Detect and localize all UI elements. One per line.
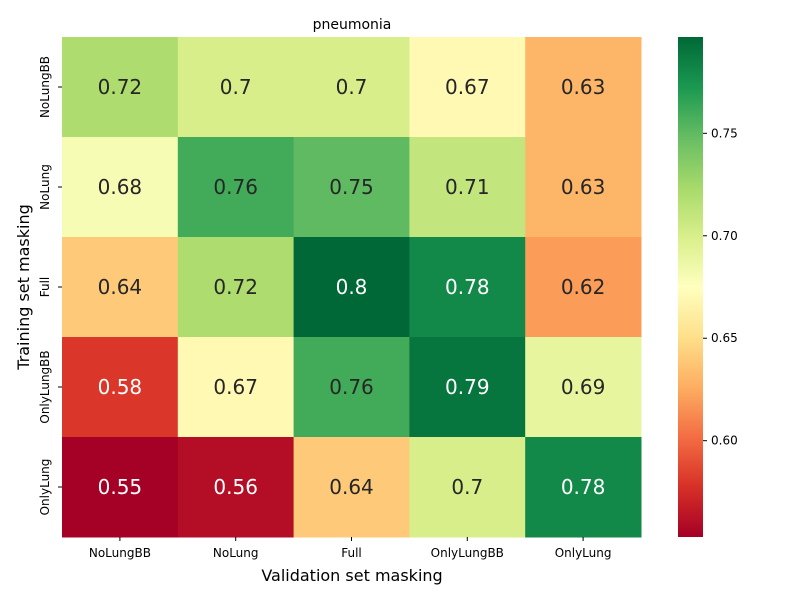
cell-value-label: 0.72 xyxy=(213,275,258,299)
cell-value-label: 0.78 xyxy=(445,275,490,299)
y-tick-label: NoLungBB xyxy=(38,56,52,118)
colorbar-tick-label: 0.65 xyxy=(711,331,738,345)
colorbar-ticks: 0.60 0.65 0.70 0.75 xyxy=(703,126,738,448)
y-tick-label: NoLung xyxy=(38,164,52,210)
heatmap-cell xyxy=(409,337,526,438)
cell-value-label: 0.67 xyxy=(445,75,490,99)
heatmap-cell xyxy=(409,437,526,538)
heatmap-cell xyxy=(409,37,526,138)
colorbar xyxy=(678,37,703,537)
cell-value-label: 0.7 xyxy=(451,475,483,499)
cell-value-label: 0.63 xyxy=(561,175,606,199)
y-tick-label: OnlyLungBB xyxy=(38,350,52,423)
y-tick-label: OnlyLung xyxy=(38,459,52,516)
x-axis-label: Validation set masking xyxy=(261,566,442,585)
cell-value-label: 0.7 xyxy=(220,75,252,99)
heatmap-cell xyxy=(409,237,526,338)
heatmap-cell xyxy=(525,137,642,238)
heatmap-cell xyxy=(177,437,295,538)
heatmap-cell xyxy=(177,137,295,238)
y-axis: NoLungBB NoLung Full OnlyLungBB OnlyLung xyxy=(38,56,62,515)
cell-value-label: 0.58 xyxy=(98,375,143,399)
heatmap-cell xyxy=(62,237,179,338)
heatmap-cell xyxy=(177,237,295,338)
heatmap-cell xyxy=(525,237,642,338)
cell-value-label: 0.79 xyxy=(445,375,490,399)
cell-value-label: 0.68 xyxy=(98,175,143,199)
y-axis-label: Training set masking xyxy=(14,204,33,371)
cell-value-label: 0.56 xyxy=(213,475,258,499)
heatmap-cell-labels: 0.72 0.7 0.7 0.67 0.63 0.68 0.76 0.75 0.71 0.63 0.… xyxy=(98,75,606,499)
heatmap-cell xyxy=(293,337,410,438)
heatmap-cell xyxy=(525,37,642,138)
cell-value-label: 0.76 xyxy=(213,175,258,199)
cell-value-label: 0.76 xyxy=(329,375,374,399)
cell-value-label: 0.7 xyxy=(336,75,368,99)
colorbar-tick-label: 0.75 xyxy=(711,126,738,140)
cell-value-label: 0.64 xyxy=(98,275,143,299)
heatmap-cell xyxy=(62,337,179,438)
x-tick-label: Full xyxy=(341,546,362,560)
heatmap-cell xyxy=(525,437,642,538)
cell-value-label: 0.64 xyxy=(329,475,374,499)
heatmap-cell xyxy=(293,137,410,238)
heatmap-cell xyxy=(177,337,295,438)
cell-value-label: 0.78 xyxy=(561,475,606,499)
cell-value-label: 0.72 xyxy=(98,75,143,99)
cell-value-label: 0.69 xyxy=(561,375,606,399)
heatmap-cell xyxy=(293,37,410,138)
cell-value-label: 0.71 xyxy=(445,175,490,199)
colorbar-tick-label: 0.60 xyxy=(711,434,738,448)
heatmap-cells xyxy=(62,37,642,538)
cell-value-label: 0.63 xyxy=(561,75,606,99)
cell-value-label: 0.62 xyxy=(561,275,606,299)
heatmap-cell xyxy=(177,37,295,138)
heatmap-cell xyxy=(62,37,179,138)
x-tick-label: NoLungBB xyxy=(89,546,151,560)
y-tick-label: Full xyxy=(38,277,52,298)
x-tick-label: NoLung xyxy=(213,546,259,560)
chart-title: pneumonia xyxy=(313,17,392,33)
cell-value-label: 0.55 xyxy=(98,475,143,499)
heatmap-cell xyxy=(409,137,526,238)
cell-value-label: 0.75 xyxy=(329,175,374,199)
cell-value-label: 0.67 xyxy=(213,375,258,399)
x-tick-label: OnlyLungBB xyxy=(431,546,504,560)
heatmap-cell xyxy=(293,437,410,538)
heatmap-cell xyxy=(525,337,642,438)
heatmap-cell xyxy=(293,237,410,338)
x-axis: NoLungBB NoLung Full OnlyLungBB OnlyLung xyxy=(89,537,612,560)
x-tick-label: OnlyLung xyxy=(555,546,612,560)
cell-value-label: 0.8 xyxy=(336,275,368,299)
heatmap-cell xyxy=(62,137,179,238)
colorbar-tick-label: 0.70 xyxy=(711,229,738,243)
heatmap-cell xyxy=(62,437,179,538)
